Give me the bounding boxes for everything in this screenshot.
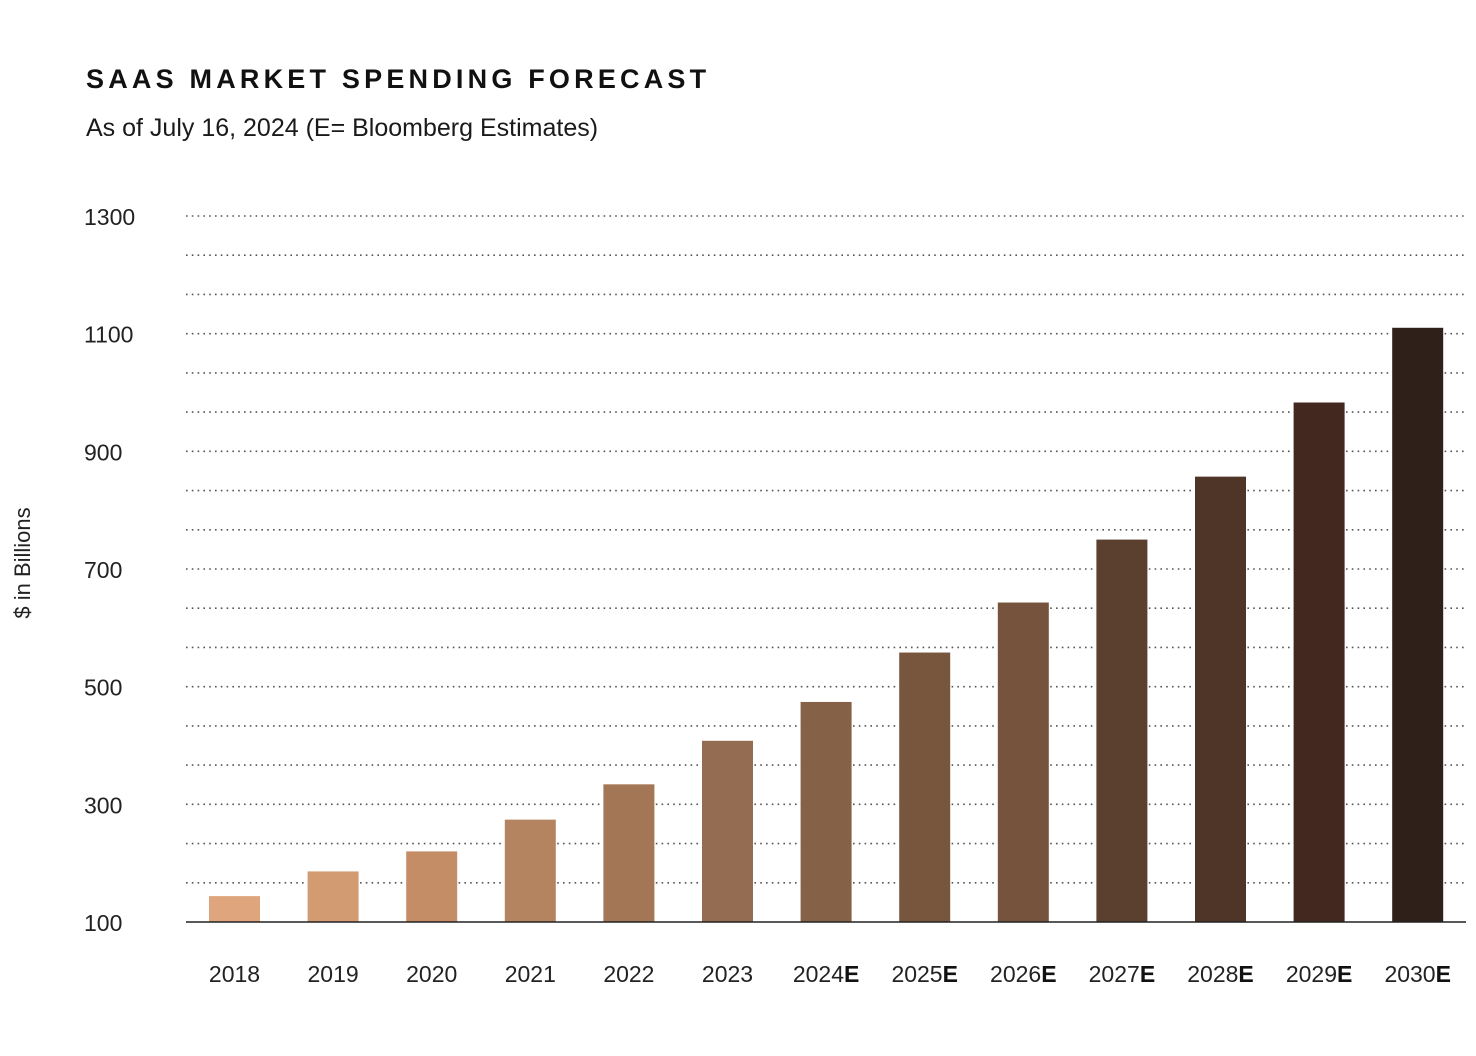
x-tick-label: 2022 <box>603 961 654 987</box>
x-tick-label: 2018 <box>209 961 260 987</box>
x-tick-label: 2020 <box>406 961 457 987</box>
y-tick-label: 300 <box>84 792 122 818</box>
x-tick-label: 2029E <box>1286 961 1353 987</box>
bar-2027 <box>1096 539 1148 922</box>
x-tick-label: 2026E <box>990 961 1057 987</box>
y-tick-label: 700 <box>84 557 122 583</box>
estimate-suffix: E <box>1041 961 1056 987</box>
x-tick-label: 2030E <box>1384 961 1451 987</box>
x-tick-label: 2027E <box>1089 961 1156 987</box>
y-axis-label: $ in Billions <box>10 507 35 618</box>
y-tick-label: 1100 <box>84 322 133 348</box>
bar-2026 <box>997 602 1049 922</box>
chart-title: SAAS MARKET SPENDING FORECAST <box>86 64 711 94</box>
y-axis-ticks: 100 300 500 700 900 1100 1300 <box>84 204 135 936</box>
estimate-suffix: E <box>1436 961 1451 987</box>
bar-2018 <box>209 896 260 922</box>
bar-2022 <box>603 784 655 922</box>
bars <box>209 327 1444 922</box>
estimate-suffix: E <box>943 961 958 987</box>
bar-2025 <box>899 652 951 922</box>
bar-2024 <box>800 701 852 922</box>
x-tick-label: 2021 <box>505 961 556 987</box>
estimate-suffix: E <box>1140 961 1155 987</box>
x-tick-label: 2028E <box>1187 961 1254 987</box>
x-tick-label: 2024E <box>793 961 860 987</box>
bar-2029 <box>1293 402 1345 922</box>
chart-subtitle: As of July 16, 2024 (E= Bloomberg Estima… <box>86 114 599 142</box>
x-tick-label: 2019 <box>308 961 359 987</box>
y-tick-label: 900 <box>84 439 122 465</box>
bar-2023 <box>702 740 753 922</box>
bar-2030 <box>1392 327 1444 922</box>
bar-2021 <box>504 819 556 922</box>
bar-2020 <box>406 851 458 922</box>
x-axis-ticks: 2018 2019 2020 2021 2022 2023 2024E 2025E 2026E 2… <box>209 961 1451 987</box>
estimate-suffix: E <box>1337 961 1352 987</box>
estimate-suffix: E <box>844 961 859 987</box>
estimate-suffix: E <box>1238 961 1253 987</box>
y-tick-label: 100 <box>84 910 122 936</box>
y-tick-label: 500 <box>84 675 122 701</box>
bar-2019 <box>307 871 359 922</box>
x-tick-label: 2023 <box>702 961 753 987</box>
bar-2028 <box>1195 476 1246 922</box>
x-tick-label: 2025E <box>891 961 958 987</box>
y-tick-label: 1300 <box>84 204 135 230</box>
